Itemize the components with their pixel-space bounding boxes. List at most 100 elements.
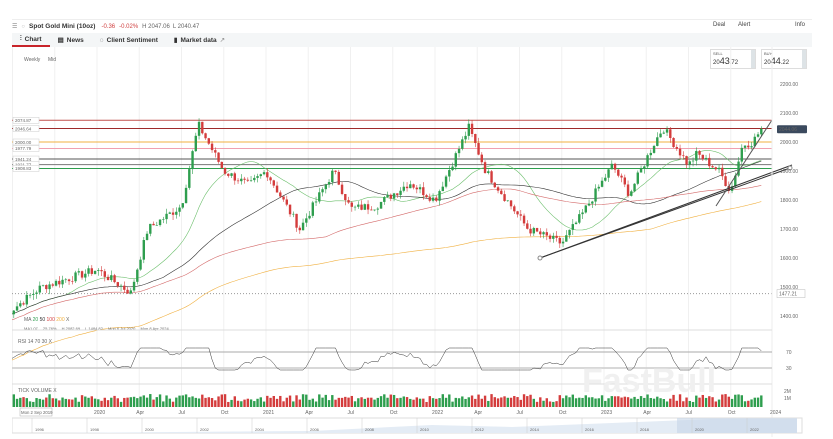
volume-bar [269,397,272,407]
volume-bar [649,397,652,407]
candle [106,276,110,281]
volume-bar [233,396,236,407]
price-chart[interactable]: Weekly Mid 2074.872046.642000.001977.791… [12,47,812,439]
volume-bar [84,396,87,407]
trendline[interactable] [715,119,773,207]
interval-selector[interactable]: Weekly [24,57,41,63]
candle [662,132,665,134]
candle [152,223,155,226]
tab-market-data[interactable]: ▮ Market data ↗ [173,36,226,45]
volume-bar [535,401,539,407]
volume-bar [256,398,259,407]
level-tag [12,125,40,132]
trendline[interactable] [539,167,791,259]
volume-bar [587,397,591,407]
candle [210,143,214,151]
candle [279,192,282,197]
volume-bar [223,394,227,407]
candle [67,279,71,282]
time-axis-label: Oct [559,410,567,416]
ma-values: MA1.07 25.76% H 2082.69 L 1484.82 Mon 6 … [24,326,170,331]
candle [318,192,321,202]
volume-bar [178,395,181,407]
volume-bar [571,394,574,407]
alert-button[interactable]: Alert [738,22,751,28]
volume-bar [721,394,724,407]
volume-bar [87,397,90,407]
volume-bar [97,399,100,407]
volume-bar [201,394,204,407]
candle [25,294,28,305]
candle [129,290,132,294]
candle [721,167,724,177]
volume-bar [607,398,610,407]
volume-bar [370,397,373,407]
volume-bar [506,397,509,407]
candle [457,148,461,154]
volume-bar [25,398,28,407]
volume-bar [12,394,15,407]
candle [162,219,165,220]
candle [45,285,48,290]
candle [227,173,230,176]
volume-bar [217,396,220,407]
volume-bar [610,396,613,407]
volume-bar [366,397,370,407]
candle [51,284,54,286]
star-icon[interactable]: ○ [21,23,26,30]
navigator-year: 2006 [310,427,320,432]
tab-client-sentiment[interactable]: ◌ Client Sentiment [99,36,158,44]
candle [350,202,353,207]
volume-bar [633,396,636,407]
candle [249,180,253,181]
level-label: 1921.77 [15,162,32,167]
volume-bar [279,395,282,407]
candle [38,285,41,293]
navigator-year: 2014 [530,427,540,432]
volume-bar [334,399,337,407]
volume-bar [620,397,623,407]
candle [555,235,558,238]
volume-bar [730,398,734,407]
candle [123,285,126,290]
level-label: 2000.00 [15,140,32,145]
candle [243,178,246,180]
info-button[interactable]: Info [795,22,806,28]
hamburger-icon[interactable]: ☰ [12,24,18,30]
navigator-selection[interactable] [677,418,797,433]
tab-chart[interactable]: ⫶ Chart [12,33,50,47]
volume-bar [513,396,516,407]
navigator-year: 1998 [90,427,100,432]
volume-bar [428,396,431,407]
candle [467,123,470,136]
tab-news[interactable]: ▤ News [57,36,84,45]
price-type-selector[interactable]: Mid [48,57,56,63]
candle [584,205,587,213]
candle [282,196,285,200]
candle [607,169,610,178]
candle [565,235,568,242]
candle [701,154,704,160]
candle [626,184,630,196]
volume-bar [48,394,51,407]
volume-bar [67,399,71,407]
volume-bar [753,397,756,407]
trendline-handle[interactable] [787,165,793,171]
volume-bar [727,396,730,407]
volume-bar [405,397,409,407]
trendline-handle[interactable] [537,255,543,261]
candle [425,195,428,198]
candle [633,183,636,192]
volume-bar [77,401,80,407]
candle [19,303,22,307]
candle [438,191,441,201]
volume-bar [311,398,314,407]
volume-bar [399,397,402,407]
deal-button[interactable]: Deal [713,22,726,28]
volume-bar [662,399,665,407]
candle [168,212,171,214]
candle [708,157,711,167]
candle [100,270,103,272]
sell-button[interactable]: SELL 2043.72 [710,49,756,69]
price-axis-label: 2100.00 [780,111,798,117]
